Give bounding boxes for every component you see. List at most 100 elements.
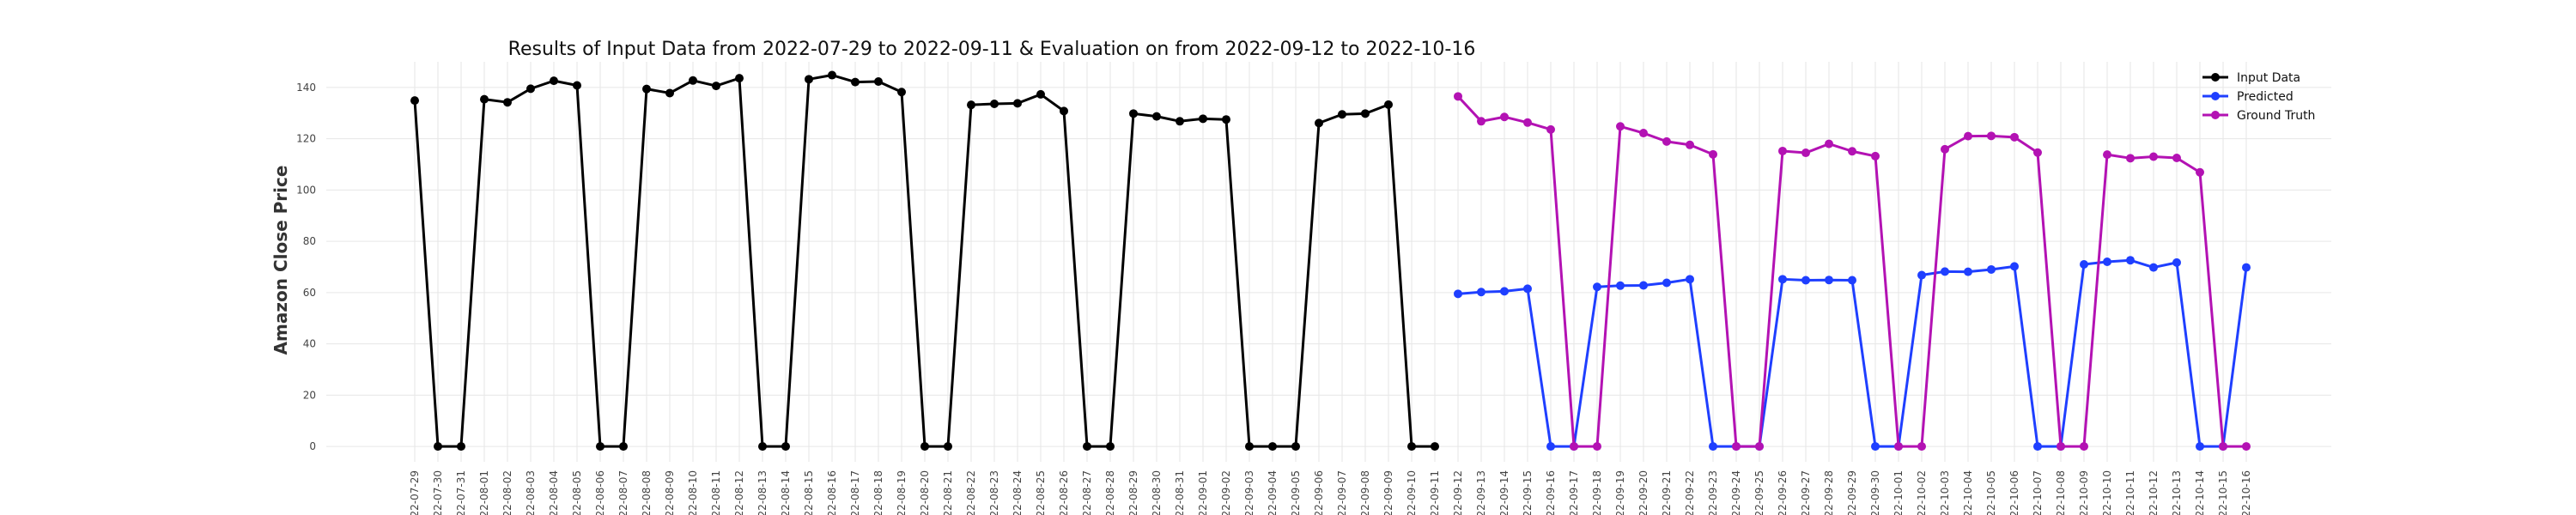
- x-tick-label: 022-08-18: [872, 470, 884, 515]
- data-point: [689, 76, 697, 85]
- x-tick-label: 022-08-03: [525, 470, 537, 515]
- data-point: [1315, 118, 1323, 128]
- y-tick-label: 20: [303, 389, 316, 401]
- data-point: [2010, 132, 2019, 142]
- data-point: [1917, 270, 1926, 280]
- series-group: [410, 70, 2251, 451]
- data-point: [2057, 442, 2065, 451]
- data-point: [1454, 92, 1462, 101]
- x-tick-label: 022-10-16: [2240, 470, 2252, 515]
- data-point: [2196, 442, 2204, 451]
- x-tick-label: 022-10-14: [2194, 470, 2206, 515]
- x-tick-label: 022-07-29: [409, 470, 421, 515]
- y-tick-label: 60: [303, 287, 316, 299]
- x-tick-label: 022-09-17: [1568, 470, 1580, 515]
- data-point: [1454, 289, 1462, 299]
- chart-title: Results of Input Data from 2022-07-29 to…: [508, 39, 1476, 60]
- data-point: [2010, 262, 2019, 271]
- legend-label: Ground Truth: [2237, 109, 2315, 123]
- x-tick-label: 022-09-06: [1313, 470, 1325, 515]
- x-tick-label: 022-09-30: [1869, 470, 1881, 515]
- data-point: [735, 74, 744, 83]
- x-tick-label: 022-10-11: [2124, 470, 2136, 515]
- data-point: [1523, 284, 1532, 294]
- y-tick-label: 40: [303, 338, 316, 350]
- data-point: [781, 442, 790, 451]
- x-tick-label: 022-09-16: [1545, 470, 1557, 515]
- data-point: [2149, 263, 2158, 272]
- x-tick-label: 022-08-15: [803, 470, 815, 515]
- data-point: [1036, 89, 1045, 99]
- x-tick-label: 022-10-10: [2101, 470, 2113, 515]
- x-tick-label: 022-08-25: [1035, 470, 1047, 515]
- data-point: [2196, 167, 2204, 177]
- legend-marker: [2211, 92, 2220, 100]
- x-tick-label: 022-09-12: [1452, 470, 1464, 515]
- x-tick-label: 022-08-14: [780, 470, 792, 515]
- legend: Input Data Predicted Ground Truth: [2202, 71, 2315, 123]
- data-point: [1871, 151, 1880, 161]
- data-point: [1199, 114, 1207, 124]
- x-tick-label: 022-09-14: [1498, 470, 1510, 515]
- data-point: [1987, 264, 1996, 274]
- x-tick-label: 022-10-12: [2148, 470, 2160, 515]
- data-point: [1917, 442, 1926, 451]
- data-point: [1106, 442, 1115, 451]
- data-point: [1686, 275, 1694, 284]
- series-input-data: [410, 70, 1439, 451]
- x-tick-label: 022-09-07: [1336, 470, 1348, 515]
- y-tick-label: 0: [309, 440, 316, 452]
- x-tick-label: 022-08-05: [571, 470, 583, 515]
- data-point: [1639, 129, 1648, 138]
- x-tick-label: 022-10-04: [1962, 470, 1974, 515]
- data-point: [1848, 276, 1856, 285]
- data-point: [2242, 263, 2251, 272]
- data-point: [805, 75, 813, 84]
- y-tick-label: 120: [296, 133, 316, 145]
- data-point: [1013, 99, 1022, 108]
- data-point: [1338, 110, 1346, 119]
- data-point: [1384, 100, 1393, 109]
- data-point: [1152, 112, 1161, 121]
- x-tick-label: 022-10-08: [2055, 470, 2067, 515]
- legend-marker: [2211, 111, 2220, 119]
- data-point: [410, 96, 419, 106]
- data-point: [2172, 258, 2181, 267]
- data-point: [1801, 276, 1810, 285]
- data-point: [712, 82, 720, 91]
- x-tick-label: 022-09-03: [1243, 470, 1255, 515]
- x-tick-label: 022-10-03: [1939, 470, 1951, 515]
- data-point: [2219, 442, 2227, 451]
- data-point: [1778, 275, 1787, 284]
- data-point: [1964, 267, 1972, 276]
- data-point: [596, 442, 605, 451]
- x-tick-label: 022-09-22: [1684, 470, 1696, 515]
- data-point: [1222, 115, 1230, 124]
- x-tick-label: 022-08-27: [1081, 470, 1093, 515]
- x-tick-label: 022-08-19: [896, 470, 908, 515]
- data-point: [1801, 148, 1810, 158]
- data-point: [944, 442, 952, 451]
- x-tick-label: 022-08-20: [919, 470, 931, 515]
- x-tick-label: 022-09-26: [1777, 470, 1789, 515]
- data-point: [1593, 442, 1601, 451]
- x-tick-label: 022-07-31: [455, 470, 467, 515]
- data-point: [1709, 149, 1717, 159]
- data-point: [1268, 442, 1277, 451]
- data-point: [1825, 139, 1833, 148]
- data-point: [1616, 281, 1625, 290]
- x-tick-label: 022-09-28: [1823, 470, 1835, 515]
- x-tick-label: 022-08-01: [478, 470, 490, 515]
- data-point: [1361, 109, 1370, 118]
- data-point: [1686, 140, 1694, 149]
- data-point: [2033, 442, 2042, 451]
- data-point: [2103, 258, 2111, 266]
- data-point: [1894, 442, 1903, 451]
- data-point: [665, 88, 674, 98]
- data-point: [457, 442, 465, 451]
- data-point: [2080, 259, 2088, 269]
- x-tick-label: 022-08-29: [1127, 470, 1139, 515]
- legend-marker: [2211, 73, 2220, 82]
- x-tick-label: 022-08-02: [501, 470, 513, 515]
